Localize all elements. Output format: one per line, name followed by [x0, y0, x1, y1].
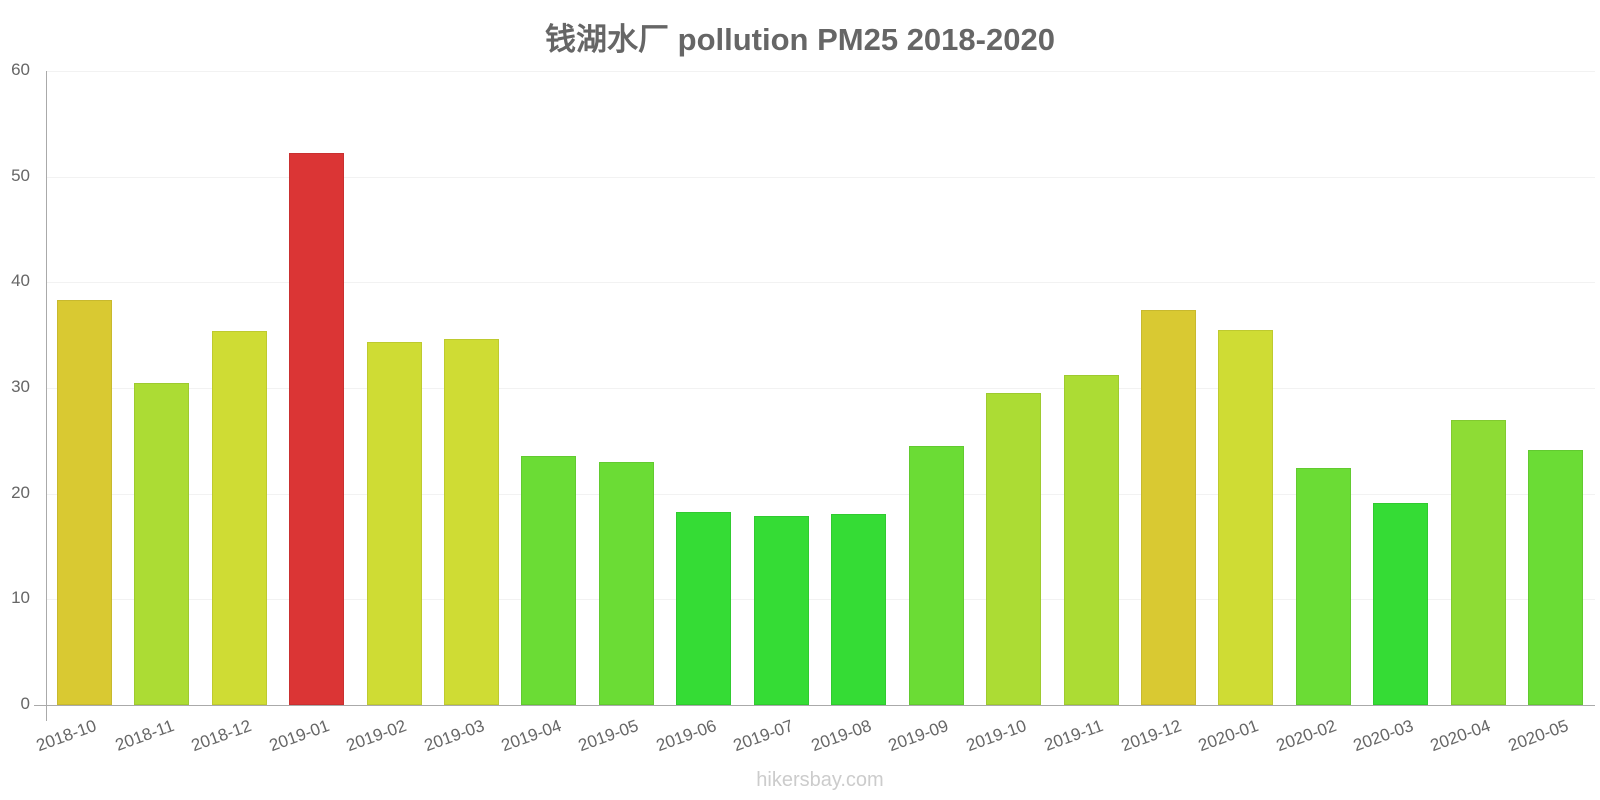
bar-2019-07[interactable] [753, 515, 809, 705]
gridline [46, 493, 1595, 495]
x-tick-label: 2019-05 [576, 716, 642, 756]
gridline [46, 388, 1595, 389]
plot-area [46, 71, 1595, 705]
x-tick-label: 2019-09 [886, 716, 952, 756]
x-tick-label: 2020-01 [1195, 716, 1261, 756]
bar-2020-02[interactable] [1295, 468, 1351, 705]
bar-2020-01[interactable] [1218, 329, 1274, 705]
y-tick-label: 20 [11, 482, 30, 502]
x-tick-label: 2019-02 [343, 716, 410, 756]
x-tick-label: 2019-07 [731, 716, 797, 756]
bar-2018-11[interactable] [134, 382, 190, 705]
y-axis-line [46, 71, 47, 721]
gridline [46, 282, 1595, 284]
x-tick-label: 2019-11 [1042, 716, 1107, 755]
bar-2020-04[interactable] [1450, 419, 1506, 705]
bar-2019-08[interactable] [831, 513, 887, 705]
bar-2019-11[interactable] [1063, 375, 1119, 705]
x-tick-label: 2020-02 [1273, 716, 1339, 756]
x-tick-label: 2019-08 [808, 716, 874, 756]
y-tick-label: 60 [11, 60, 30, 79]
bar-2019-10[interactable] [986, 393, 1042, 705]
y-tick-label: 40 [11, 271, 30, 291]
chart-title: 钱湖水厂 pollution PM25 2018-2020 [545, 22, 1055, 57]
x-tick-label: 2019-01 [266, 716, 332, 756]
x-tick-label: 2018-12 [188, 716, 255, 756]
bar-2019-03[interactable] [443, 339, 499, 705]
bar-2019-12[interactable] [1141, 309, 1197, 705]
x-tick-label: 2018-11 [112, 716, 177, 755]
x-tick-label: 2019-04 [498, 716, 564, 756]
x-tick-label: 2020-04 [1428, 716, 1494, 756]
x-tick-label: 2019-10 [963, 716, 1029, 756]
x-axis-line [34, 705, 1595, 706]
bar-2020-05[interactable] [1528, 450, 1584, 705]
bar-2018-12[interactable] [211, 330, 267, 705]
x-tick-label: 2018-10 [34, 716, 100, 756]
x-tick-label: 2019-12 [1118, 716, 1184, 756]
x-tick-label: 2020-05 [1505, 716, 1571, 756]
bar-2018-10[interactable] [56, 300, 112, 705]
x-tick-label: 2020-03 [1350, 716, 1416, 756]
bar-2019-06[interactable] [676, 511, 732, 705]
y-tick-label: 50 [11, 165, 30, 185]
bar-2020-03[interactable] [1373, 503, 1429, 705]
gridline [46, 176, 1595, 178]
bar-2019-02[interactable] [366, 341, 422, 705]
y-tick-label: 0 [20, 694, 30, 713]
y-tick-label: 10 [11, 588, 30, 608]
bar-2019-04[interactable] [521, 455, 577, 705]
bar-2019-09[interactable] [908, 446, 964, 705]
x-tick-label: 2019-03 [421, 716, 487, 756]
x-tick-label: 2019-06 [653, 716, 719, 756]
bar-2019-05[interactable] [598, 461, 654, 705]
y-tick-label: 30 [11, 377, 30, 396]
watermark: hikersbay.com [756, 769, 884, 791]
gridline [46, 71, 1595, 72]
bar-2019-01[interactable] [289, 153, 345, 705]
gridline [46, 599, 1595, 601]
